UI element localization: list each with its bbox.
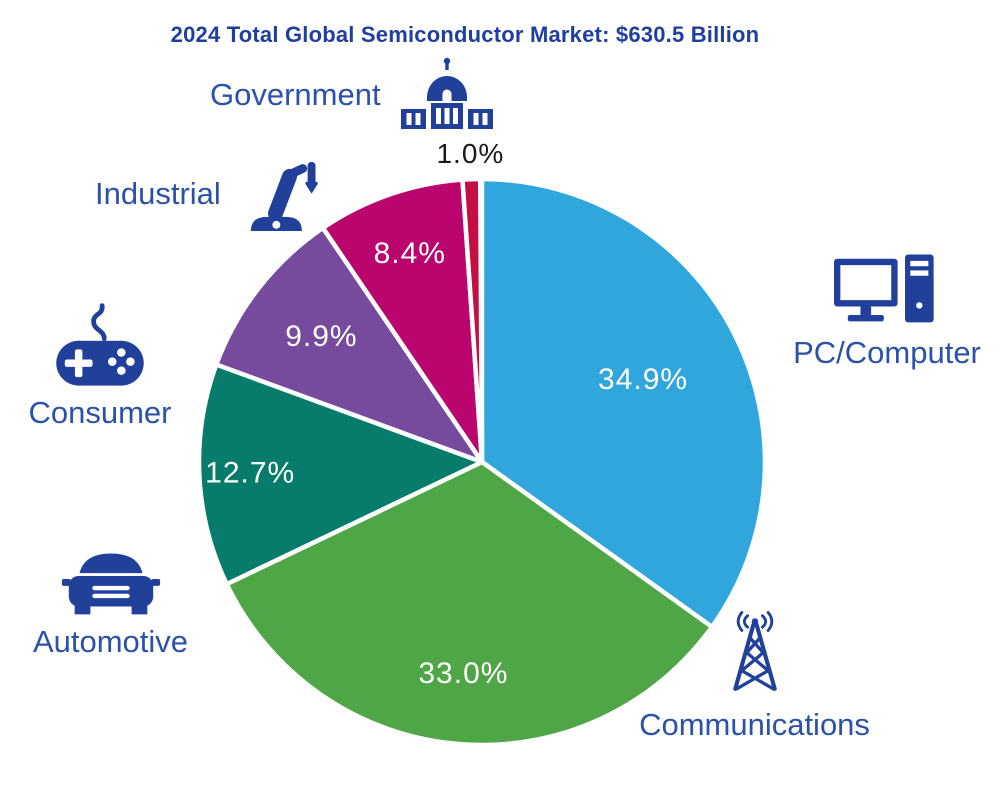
automotive-label: Automotive [32,624,189,659]
pie-slice-automotive [196,362,485,587]
communications-tower-icon [732,611,777,691]
industrial-robot-arm-icon [250,161,318,231]
pie-percent-automotive: 12.7% [205,456,295,489]
industrial-label: Industrial [95,175,221,211]
pie-percent-communications: 33.0% [418,657,508,690]
consumer-label: Consumer [28,395,172,430]
pie-slice-pc-computer [479,176,768,630]
pie-slice-industrial [320,177,485,465]
callout-government: Government [210,55,497,135]
pie-percent-pc-computer: 34.9% [598,363,688,396]
callout-pc-computer: PC/Computer [778,250,996,370]
pie-percent-industrial: 8.4% [374,237,446,270]
consumer-gamepad-icon [56,303,144,386]
callout-consumer: Consumer [15,296,185,430]
callout-industrial: Industrial [95,148,323,240]
pie-percent-consumer: 9.9% [285,320,357,353]
callout-automotive: Automotive [18,535,203,659]
communications-label: Communications [639,707,870,742]
pie-slice-consumer [214,225,485,465]
pc-computer-label: PC/Computer [793,335,981,370]
government-icon [400,57,493,129]
pie-percent-government: 1.0% [436,138,504,169]
callout-communications: Communications [622,598,887,742]
pc-computer-icon [834,254,934,323]
automotive-car-icon [61,553,160,615]
pie-slice-government [460,176,485,465]
pie-slice-communications [224,459,715,748]
chart-title: 2024 Total Global Semiconductor Market: … [170,22,760,47]
government-label: Government [210,76,381,112]
